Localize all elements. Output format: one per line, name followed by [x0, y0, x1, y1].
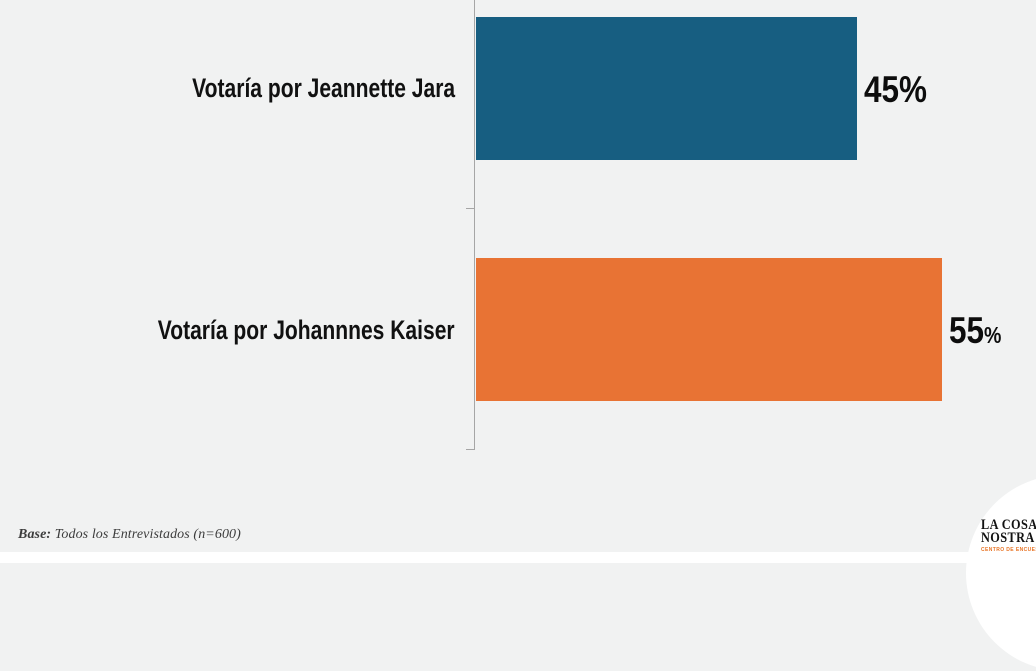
value-label-45: 45% — [864, 71, 938, 108]
category-label-jeannette-jara: Votaría por Jeannette Jara — [35, 75, 455, 102]
base-label: Base: — [18, 527, 52, 542]
base-text: Todos los Entrevistados (n=600) — [51, 527, 241, 542]
category-axis-line — [474, 0, 475, 450]
percent-sign: % — [983, 322, 1002, 348]
bar-jeannette-jara — [476, 17, 857, 160]
axis-tick-bottom — [466, 449, 475, 450]
axis-tick-middle — [466, 208, 475, 209]
logo-background-circle — [966, 475, 1036, 671]
value-number: 45 — [864, 69, 899, 110]
category-label-text: Votaría por Jeannette Jara — [192, 73, 455, 103]
slide-bottom-edge — [0, 552, 1036, 563]
value-number: 55 — [949, 310, 984, 351]
category-label-johannnes-kaiser: Votaría por Johannnes Kaiser — [35, 317, 455, 344]
logo-line1: LA COSA — [981, 517, 1036, 533]
la-cosa-nostra-logo: LA COSA NOSTRA CENTRO DE ENCUESTAS — [981, 517, 1036, 554]
value-label-55: 55% — [949, 312, 1011, 349]
base-footnote: Base: Todos los Entrevistados (n=600) — [18, 527, 241, 543]
logo-tagline: CENTRO DE ENCUESTAS — [981, 547, 1036, 553]
logo-line2: NOSTRA — [981, 530, 1035, 546]
bar-johannnes-kaiser — [476, 258, 942, 401]
category-label-text: Votaría por Johannnes Kaiser — [158, 315, 455, 345]
percent-sign: % — [898, 69, 927, 110]
